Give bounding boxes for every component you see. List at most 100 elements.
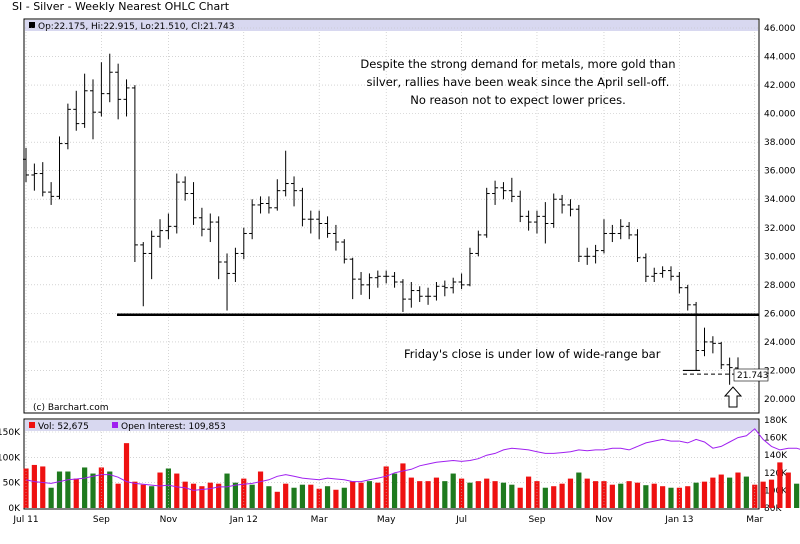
ohlc-bar [115,63,122,120]
volume-bar [383,466,389,508]
price-tick-label: 42.000 [764,81,796,91]
volume-bar [249,484,255,508]
volume-bar [609,484,615,508]
volume-tick-label: 50K [3,479,21,489]
volume-bar [257,471,264,508]
ohlc-bar [282,150,289,197]
volume-bar [542,487,548,508]
ohlc-bar [559,194,566,214]
date-tick-label: Nov [160,515,178,525]
volume-bar [752,484,758,508]
volume-bar [157,472,163,508]
ohlc-bar [517,190,524,223]
ohlc-bar [433,281,440,301]
ohlc-bar [224,253,231,311]
volume-bar [710,477,716,508]
ohlc-bar [190,182,197,225]
volume-bar [777,462,783,508]
price-tick-label: 24.000 [764,338,796,348]
volume-bar [207,482,213,508]
chart-title: SI - Silver - Weekly Nearest OHLC Chart [12,0,230,13]
volume-bar [375,482,381,508]
volume-bar [324,486,331,508]
open-interest-legend: Open Interest: 109,853 [121,422,226,432]
ohlc-bar [592,244,599,264]
ohlc-bar [659,266,666,278]
ohlc-bar [391,272,398,288]
volume-bar [241,478,247,508]
ohlc-bar [332,224,339,251]
ohlc-bar [425,287,432,305]
ohlc-bar [39,162,46,197]
ohlc-bar [148,230,155,280]
volume-bar [417,481,423,508]
volume-bar [149,486,155,508]
volume-bar [82,467,88,508]
volume-bar [743,476,749,508]
ohlc-bar [651,267,658,282]
ohlc-bar [81,73,88,128]
ohlc-bar [676,272,683,294]
date-tick-label: Jul 11 [12,515,38,525]
price-tick-label: 30.000 [764,252,796,262]
date-axis: Jul 11 Sep Nov Jan 12 Mar May Jul Sep Nov Jan 13 M… [12,432,764,525]
ohlc-bar [626,222,633,240]
volume-bar [509,484,515,508]
ohlc-bar [492,180,499,205]
ohlc-bar [257,196,264,214]
close-note: Friday's close is under low of wide-rang… [404,347,661,361]
volume-bar [140,484,146,508]
ohlc-bar [73,90,80,131]
ohlc-bar [709,336,716,354]
ohlc-bar [232,247,239,282]
volume-bar [274,491,280,508]
ohlc-bar [458,273,465,290]
ohlc-bar [106,53,113,103]
oi-tick-label: 160K [764,434,788,444]
volume-bar [727,477,733,508]
date-tick-label: Sep [93,515,110,525]
volume-bars [23,443,800,508]
volume-bar [492,481,498,508]
volume-bar [735,472,741,508]
barchart-credit: (c) Barchart.com [33,403,109,413]
volume-bar [132,481,138,508]
ohlc-bar [31,163,38,191]
oi-tick-label: 100K [764,486,788,496]
volume-panel-strip [25,420,758,431]
volume-bar [391,473,398,508]
volume-bar [442,481,448,508]
price-tick-label: 44.000 [764,53,796,63]
volume-bar [341,487,347,508]
ohlc-bar [157,219,164,248]
volume-bar [107,471,113,508]
date-tick-label: Sep [528,515,545,525]
volume-axis-left: 0K 50K 100K 150K [0,428,21,514]
volume-bar [165,468,171,508]
volume-bar [718,474,724,508]
date-tick-label: Jan 13 [664,515,693,525]
oi-tick-label: 80K [764,504,782,514]
ohlc-bar [617,219,624,240]
open-interest-axis-right: 80K 100K 120K 140K 160K 180K [764,416,788,514]
ohlc-bar [408,281,415,308]
volume-bar [685,486,691,508]
volume-bar [31,464,37,508]
price-tick-label: 26.000 [764,309,796,319]
volume-bar [23,468,29,508]
volume-bar [634,482,641,508]
volume-bar [467,482,473,508]
oi-tick-label: 120K [764,469,788,479]
volume-bar [333,489,339,508]
volume-bar [366,481,373,508]
volume-bar [584,478,590,508]
open-interest-line [25,428,800,491]
volume-bar [308,484,314,508]
volume-bar [785,472,791,508]
oi-tick-label: 140K [764,451,788,461]
volume-bar [73,478,79,508]
ohlc-bar [366,273,373,300]
ohlc-bar [475,230,482,257]
